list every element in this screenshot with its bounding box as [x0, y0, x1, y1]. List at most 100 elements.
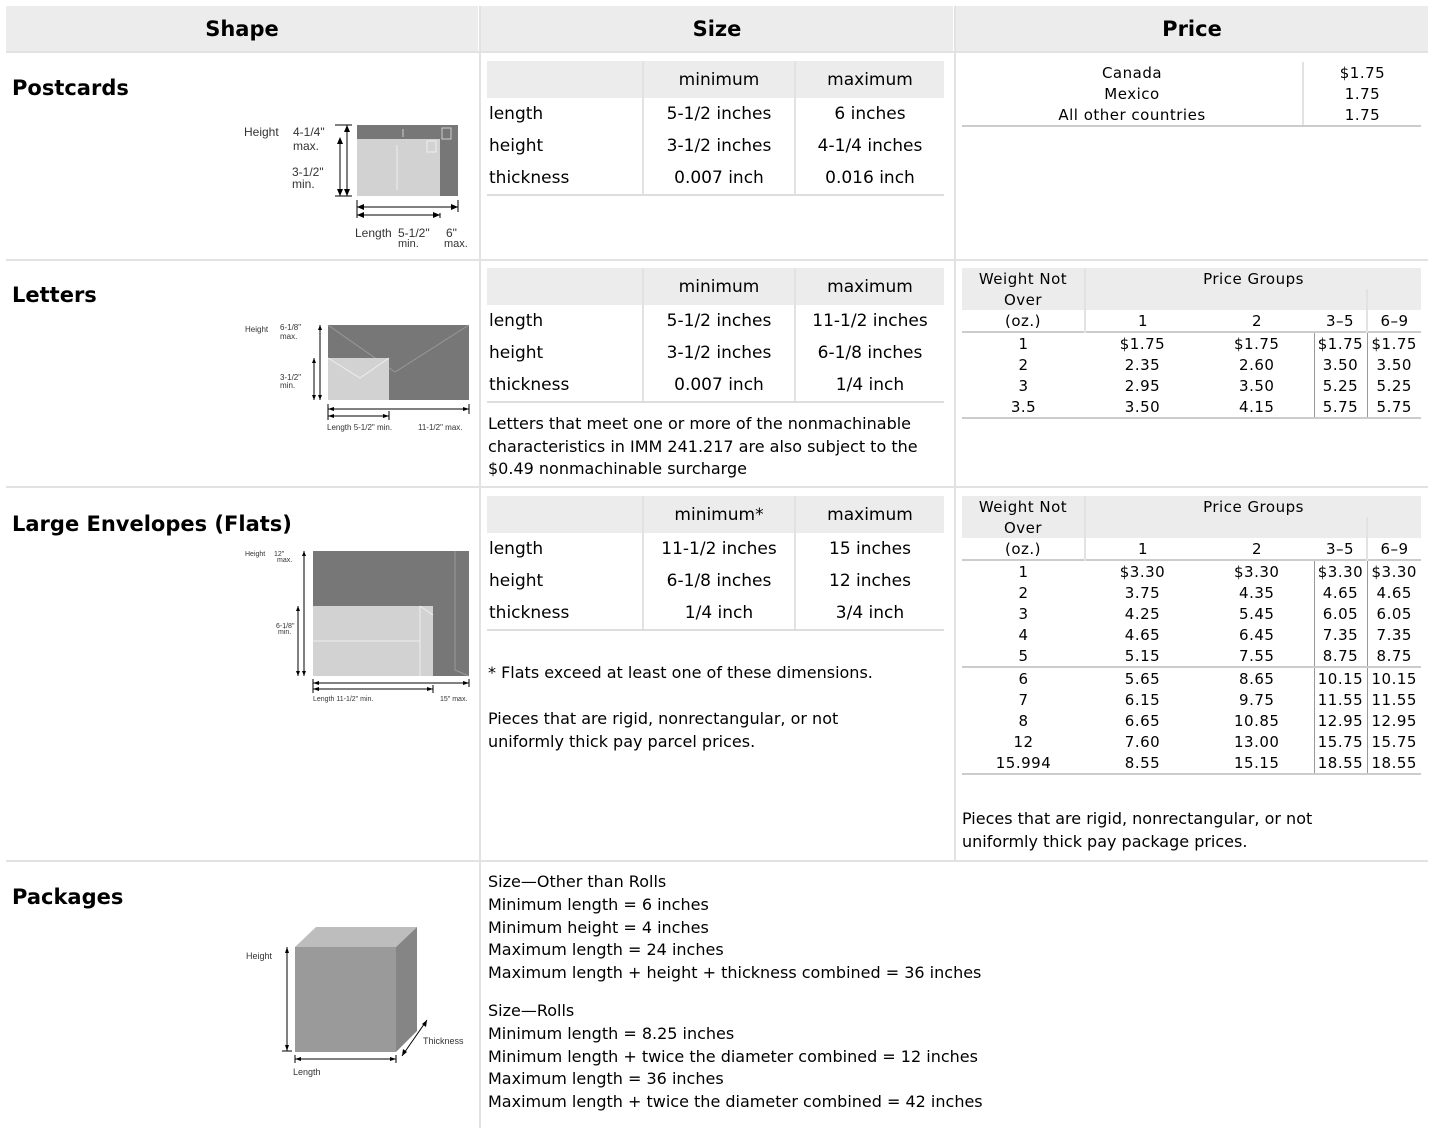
header-shape: Shape — [6, 6, 478, 51]
row-divider — [6, 259, 1428, 261]
package-diagram: Height Length Thickness — [246, 927, 464, 1077]
letter-diagram: Height 6-1/8" max. 3-1/2" min. Length 5-… — [245, 323, 470, 432]
table-row: length 5-1/2 inches 6 inches — [487, 98, 944, 130]
table-row: height 3-1/2 inches 6-1/8 inches — [487, 337, 944, 369]
table-row: length 11-1/2 inches 15 inches — [487, 533, 944, 565]
table-row: length 5-1/2 inches 11-1/2 inches — [487, 305, 944, 337]
column-divider — [479, 6, 481, 1128]
postcard-min-l: 5-1/2" — [398, 226, 430, 240]
table-row: 2 3.75 4.35 4.65 4.65 — [962, 582, 1421, 603]
letter-max-w: max. — [280, 332, 297, 341]
postcards-title: Postcards — [12, 76, 129, 100]
flat-length-label: Length 11-1/2" min. — [313, 696, 373, 703]
postcard-price-table: Canada $1.75 Mexico 1.75 All other countri… — [962, 62, 1421, 127]
size-table-header: minimum maximum — [487, 268, 944, 305]
postcard-min-h: 3-1/2" — [292, 165, 324, 179]
table-row: 8 6.65 10.85 12.95 12.95 — [962, 710, 1421, 731]
flat-parcel-note: Pieces that are rigid, nonrectangular, o… — [488, 709, 839, 751]
table-row: 12 7.60 13.00 15.75 15.75 — [962, 731, 1421, 752]
letter-size-table: minimum maximum length 5-1/2 inches 11-1/2… — [487, 268, 944, 403]
list-item: Minimum length + twice the diameter comb… — [488, 1046, 978, 1066]
table-row: 3 2.95 3.50 5.25 5.25 — [962, 375, 1421, 396]
package-length-label: Length — [293, 1067, 321, 1077]
table-row: 2 2.35 2.60 3.50 3.50 — [962, 354, 1421, 375]
price-table-header: Over — [962, 517, 1421, 538]
column-divider — [954, 6, 956, 862]
table-row: height 3-1/2 inches 4-1/4 inches — [487, 130, 944, 162]
list-item: Minimum length = 6 inches — [488, 894, 709, 914]
table-row: 5 5.15 7.55 8.75 8.75 — [962, 645, 1421, 667]
postcard-max-l2: max. — [444, 238, 468, 250]
col-maximum: maximum — [794, 61, 944, 98]
flat-size-table: minimum* maximum length 11-1/2 inches 15 i… — [487, 496, 944, 631]
flat-height-label: Height — [245, 551, 265, 558]
size-table-header: minimum* maximum — [487, 496, 944, 533]
price-table-header: Weight Not Price Groups — [962, 496, 1421, 517]
table-row: 7 6.15 9.75 11.55 11.55 — [962, 689, 1421, 710]
size-other-title: Size—Other than Rolls — [488, 872, 667, 891]
letters-title: Letters — [12, 283, 97, 307]
list-item: Minimum length = 8.25 inches — [488, 1023, 735, 1043]
list-item: Maximum length = 36 inches — [488, 1069, 724, 1089]
postcard-max-l: 6" — [446, 226, 457, 240]
price-table-header: (oz.) 1 2 3–5 6–9 — [962, 538, 1421, 560]
package-height-label: Height — [246, 951, 273, 961]
packages-title: Packages — [12, 885, 124, 909]
table-row: thickness 1/4 inch 3/4 inch — [487, 597, 944, 631]
table-row: Canada $1.75 — [962, 62, 1421, 83]
row-divider — [6, 860, 1428, 862]
letter-price-table: Weight Not Price Groups Over (oz.) 1 2 3… — [962, 268, 1421, 419]
postcard-min-w: min. — [292, 177, 315, 191]
row-divider — [6, 51, 1428, 53]
letter-max-l: 11-1/2" max. — [418, 423, 463, 432]
flat-price-table: Weight Not Price Groups Over (oz.) 1 2 3… — [962, 496, 1421, 775]
flat-max-l: 15" max. — [440, 696, 467, 703]
flat-diagram: Height 12" max. 6-1/8" min. Length 11-1/… — [245, 551, 470, 703]
flat-package-note: Pieces that are rigid, nonrectangular, o… — [962, 809, 1313, 851]
letter-max-h: 6-1/8" — [280, 323, 301, 332]
package-size-rolls: Size—Rolls Minimum length = 8.25 inches … — [488, 1000, 983, 1114]
flats-title: Large Envelopes (Flats) — [12, 512, 292, 536]
col-minimum: minimum — [642, 61, 795, 98]
list-item: Maximum length = 24 inches — [488, 940, 724, 960]
table-row: thickness 0.007 inch 1/4 inch — [487, 369, 944, 403]
table-row: 1 $3.30 $3.30 $3.30 $3.30 — [962, 559, 1421, 582]
header-price: Price — [956, 6, 1428, 51]
table-row: thickness 0.007 inch 0.016 inch — [487, 162, 944, 196]
table-row: height 6-1/8 inches 12 inches — [487, 565, 944, 597]
size-rolls-title: Size—Rolls — [488, 1001, 575, 1020]
postcard-height-label: Height — [244, 125, 279, 139]
letter-length-label: Length 5-1/2" min. — [327, 423, 392, 432]
price-groups-label: Price Groups — [1084, 268, 1421, 289]
postcard-max-h: 4-1/4" — [293, 125, 325, 139]
letter-height-label: Height — [245, 325, 269, 334]
col-minimum: minimum — [642, 268, 795, 305]
col-minimum: minimum* — [642, 496, 795, 533]
price-table-header: Weight Not Price Groups — [962, 268, 1421, 289]
row-divider — [6, 486, 1428, 488]
price-table-header: Over — [962, 289, 1421, 310]
package-thickness-label: Thickness — [423, 1036, 464, 1046]
table-row: 3 4.25 5.45 6.05 6.05 — [962, 603, 1421, 624]
table-row: All other countries 1.75 — [962, 104, 1421, 127]
col-maximum: maximum — [794, 268, 944, 305]
table-row: 6 5.65 8.65 10.15 10.15 — [962, 666, 1421, 689]
col-maximum: maximum — [794, 496, 944, 533]
flat-max-h: 12" — [274, 551, 285, 558]
letter-min-w: min. — [280, 381, 295, 390]
postcard-diagram: Height 4-1/4" max. 3-1/2" min. Length 5-… — [244, 124, 468, 250]
list-item: Maximum length + height + thickness comb… — [488, 963, 982, 983]
flat-exceed-note: * Flats exceed at least one of these dim… — [488, 663, 873, 682]
table-row: 15.994 8.55 15.15 18.55 18.55 — [962, 752, 1421, 775]
table-row: 4 4.65 6.45 7.35 7.35 — [962, 624, 1421, 645]
list-item: Maximum length + twice the diameter comb… — [488, 1092, 983, 1112]
header-size: Size — [481, 6, 953, 51]
package-size-other: Size—Other than Rolls Minimum length = 6… — [488, 871, 981, 985]
flat-min-h: 6-1/8" — [276, 623, 295, 630]
price-table-header: (oz.) 1 2 3–5 6–9 — [962, 310, 1421, 332]
postcard-length-label: Length — [355, 226, 392, 240]
list-item: Minimum height = 4 inches — [488, 917, 709, 937]
letter-min-h: 3-1/2" — [280, 373, 301, 382]
postcard-min-l2: min. — [398, 238, 419, 250]
table-row: 3.5 3.50 4.15 5.75 5.75 — [962, 396, 1421, 419]
